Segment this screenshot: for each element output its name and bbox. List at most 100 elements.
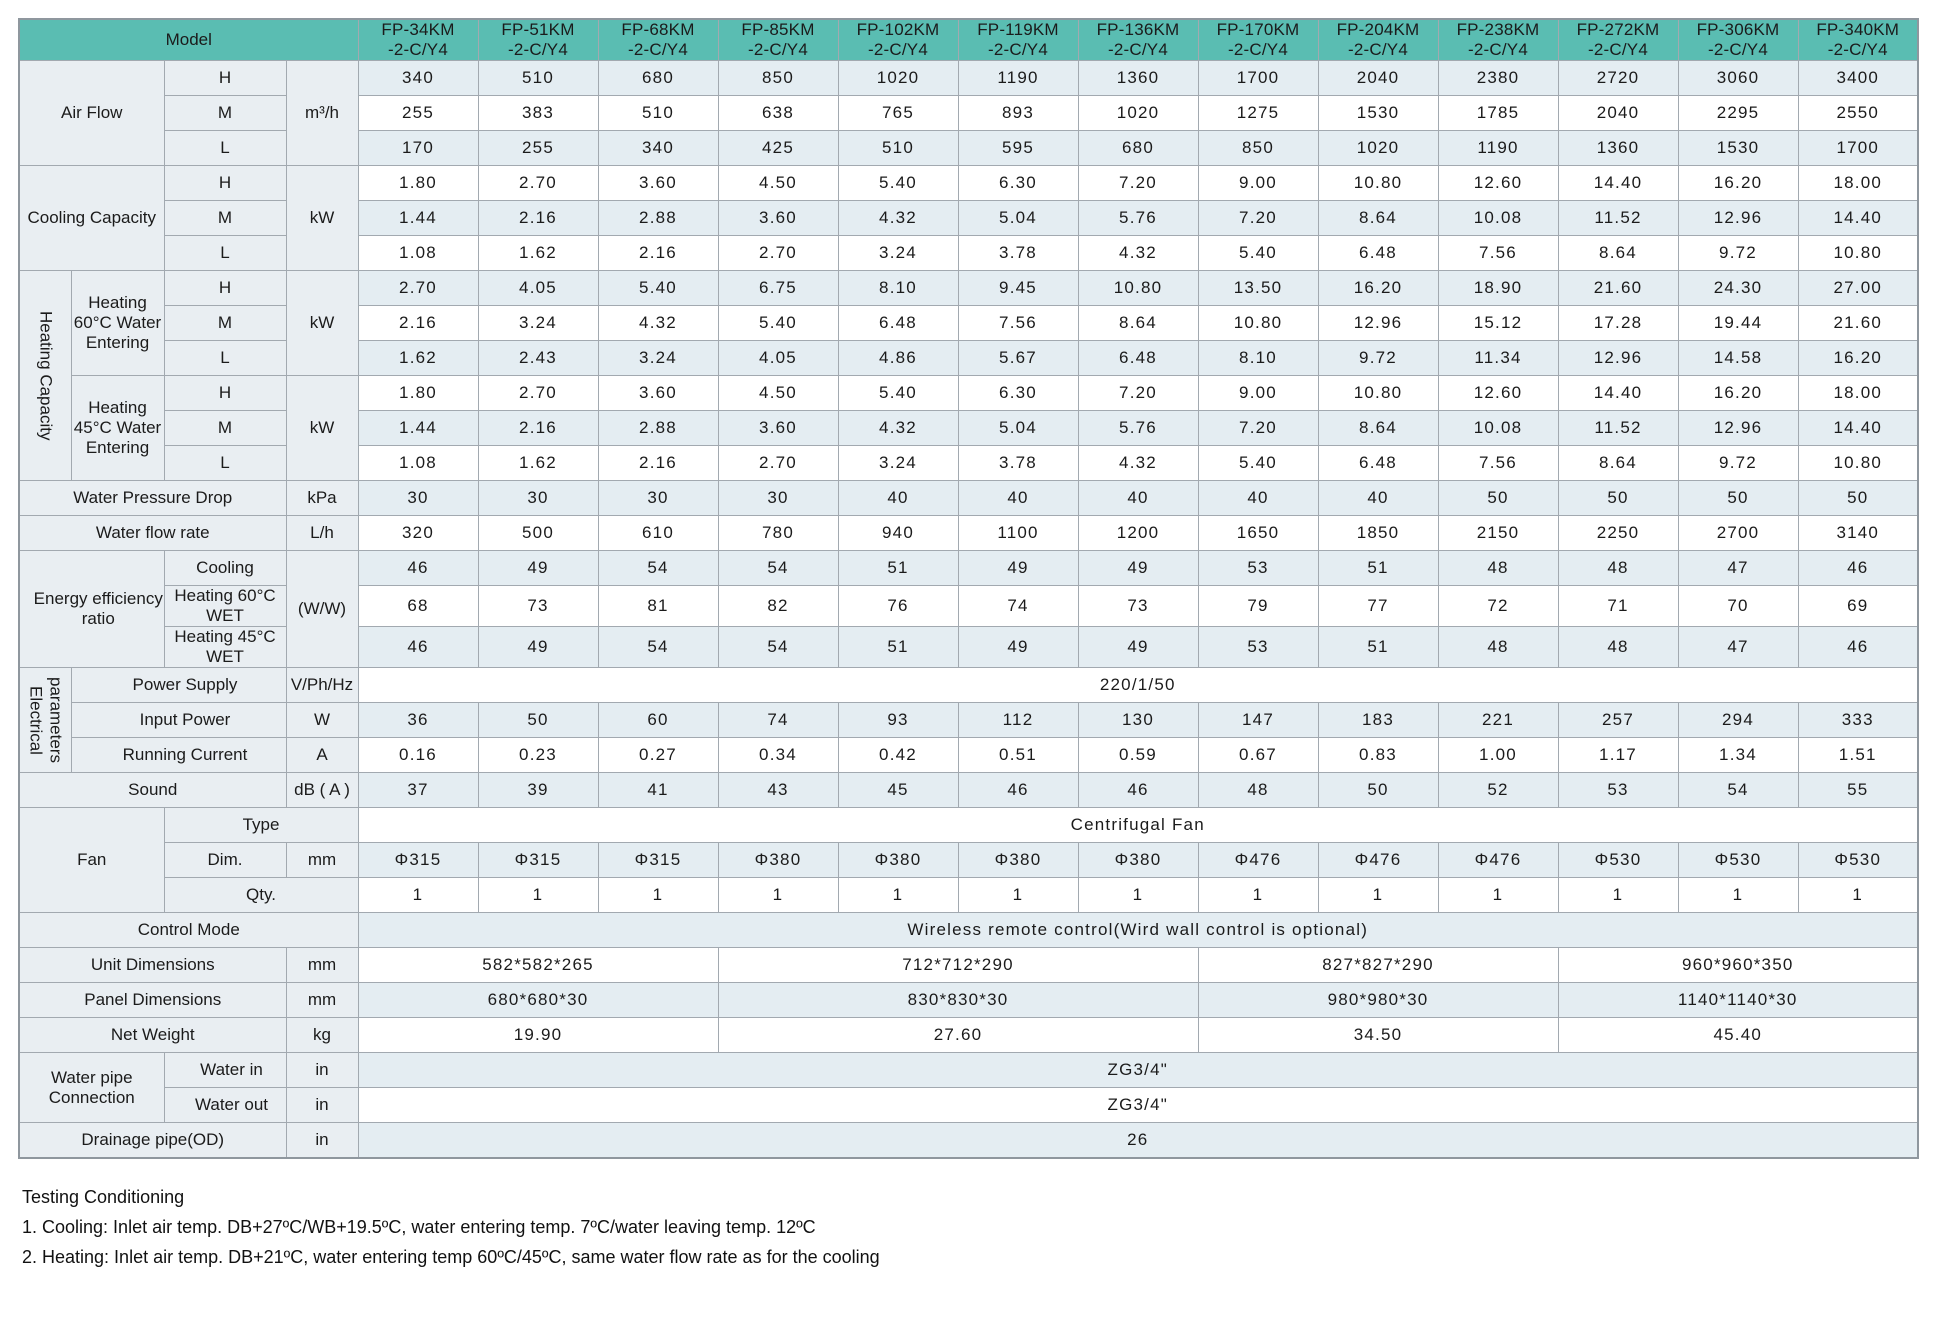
data-cell: 510 (477, 60, 599, 97)
data-cell: 2.16 (477, 200, 599, 237)
sub-label: Qty. (163, 877, 359, 914)
data-cell: 82 (717, 585, 839, 628)
data-cell: 14.40 (1797, 410, 1919, 447)
model-header-cell: FP-272KM -2-C/Y4 (1557, 18, 1679, 62)
data-cell: 340 (357, 60, 479, 97)
data-cell: 4.32 (1077, 235, 1199, 272)
testing-conditions-notes: Testing Conditioning 1. Cooling: Inlet a… (22, 1182, 880, 1272)
data-cell: 14.40 (1557, 375, 1679, 412)
data-cell: 50 (1437, 480, 1559, 517)
data-cell: 43 (717, 772, 839, 809)
data-cell: 4.32 (597, 305, 719, 342)
data-cell: 77 (1317, 585, 1439, 628)
data-cell: 8.64 (1557, 445, 1679, 482)
data-cell: 255 (357, 95, 479, 132)
data-cell: 3140 (1797, 515, 1919, 552)
data-cell: 50 (1797, 480, 1919, 517)
sub-label: Dim. (163, 842, 287, 879)
data-cell: 5.04 (957, 410, 1079, 447)
data-cell-group: 960*960*350 (1557, 947, 1919, 984)
data-cell: 48 (1557, 550, 1679, 587)
data-cell-group: 712*712*290 (717, 947, 1199, 984)
data-cell: 1 (837, 877, 959, 914)
data-cell: 10.08 (1437, 200, 1559, 237)
sub-label: H (163, 270, 287, 307)
data-cell: 3.60 (717, 200, 839, 237)
unit-label: L/h (285, 515, 359, 552)
data-cell: 41 (597, 772, 719, 809)
data-cell: 47 (1677, 550, 1799, 587)
data-cell: 1 (1677, 877, 1799, 914)
data-cell: 2.16 (597, 235, 719, 272)
data-cell: 39 (477, 772, 599, 809)
data-cell: 73 (477, 585, 599, 628)
data-cell: 16.20 (1677, 165, 1799, 202)
data-cell: 3.78 (957, 445, 1079, 482)
data-cell-group: 19.90 (357, 1017, 719, 1054)
data-cell: 16.20 (1677, 375, 1799, 412)
data-cell: 76 (837, 585, 959, 628)
data-cell: 3.60 (717, 410, 839, 447)
row-label: Water in (163, 1052, 287, 1089)
data-cell: 54 (717, 626, 839, 669)
data-cell: Φ380 (837, 842, 959, 879)
data-cell: 1530 (1317, 95, 1439, 132)
data-cell: 8.64 (1077, 305, 1199, 342)
table-row: Running Current A 0.16 0.23 0.27 0.34 0.42 0.51… (19, 737, 1919, 774)
table-row: Sound dB ( A ) 37 39 41 43 45 46 46 48 50 52 53 54 55 (18, 772, 1919, 809)
data-cell: 16.20 (1317, 270, 1439, 307)
data-cell: 5.40 (837, 165, 959, 202)
data-cell: 1.00 (1437, 737, 1559, 774)
data-cell: 5.40 (1197, 235, 1319, 272)
table-row: L 1.62 2.43 3.24 4.05 4.86 5.67 6.48 8.10 9.72 11.… (19, 340, 1919, 377)
table-row: Water Pressure Drop kPa 30 30 30 30 40 40 40 40 40… (18, 480, 1919, 517)
unit-label: kW (285, 375, 359, 482)
unit-label: in (285, 1052, 359, 1089)
data-cell: Φ315 (357, 842, 479, 879)
model-header-cell: FP-204KM -2-C/Y4 (1317, 18, 1439, 62)
data-cell: 2.70 (357, 270, 479, 307)
data-cell: 51 (837, 550, 959, 587)
data-cell: 40 (1197, 480, 1319, 517)
data-cell: 0.59 (1077, 737, 1199, 774)
data-cell: 257 (1557, 702, 1679, 739)
data-cell: 9.72 (1317, 340, 1439, 377)
data-cell: 1 (357, 877, 479, 914)
data-cell: 1.62 (477, 235, 599, 272)
data-cell-group: 827*827*290 (1197, 947, 1559, 984)
data-cell: 2.16 (357, 305, 479, 342)
unit-label: A (285, 737, 359, 774)
row-label: Power Supply (70, 667, 287, 704)
sub-label: H (163, 375, 287, 412)
data-cell: 1.17 (1557, 737, 1679, 774)
data-cell: 680 (597, 60, 719, 97)
data-cell-group: 680*680*30 (357, 982, 719, 1019)
model-header-cell: FP-68KM -2-C/Y4 (597, 18, 719, 62)
data-cell: 10.80 (1797, 235, 1919, 272)
data-cell: 7.56 (1437, 445, 1559, 482)
data-cell: 10.80 (1797, 445, 1919, 482)
data-cell: 340 (597, 130, 719, 167)
data-cell: 1275 (1197, 95, 1319, 132)
data-cell: 510 (837, 130, 959, 167)
data-cell: 14.58 (1677, 340, 1799, 377)
data-cell: 221 (1437, 702, 1559, 739)
data-cell: 940 (837, 515, 959, 552)
table-row: Drainage pipe(OD) in 26 (18, 1122, 1919, 1159)
data-cell: 12.60 (1437, 375, 1559, 412)
data-cell: 74 (717, 702, 839, 739)
data-cell: 0.23 (477, 737, 599, 774)
data-cell: 11.52 (1557, 200, 1679, 237)
row-label: Running Current (70, 737, 287, 774)
data-cell-span: Wireless remote control(Wird wall contro… (357, 912, 1919, 949)
data-cell: 7.56 (1437, 235, 1559, 272)
unit-label: mm (285, 947, 359, 984)
data-cell: 12.60 (1437, 165, 1559, 202)
data-cell: 27.00 (1797, 270, 1919, 307)
data-cell: 1 (1557, 877, 1679, 914)
table-row: M 1.44 2.16 2.88 3.60 4.32 5.04 5.76 7.20 8.64 10.… (19, 200, 1919, 237)
unit-label: m³/h (285, 60, 359, 167)
row-label: Heating 45°C Water Entering (70, 375, 165, 482)
data-cell: 47 (1677, 626, 1799, 669)
